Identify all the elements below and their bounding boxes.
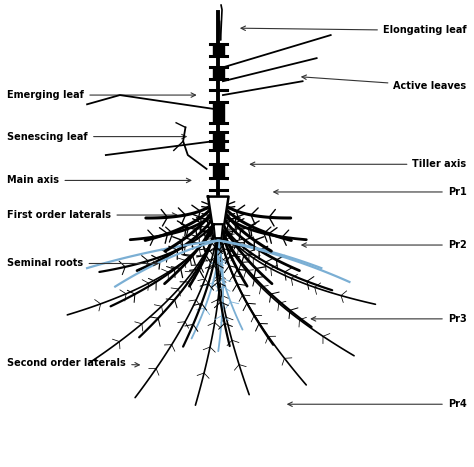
Text: First order laterals: First order laterals: [8, 210, 177, 220]
FancyBboxPatch shape: [213, 67, 224, 79]
Text: Senescing leaf: Senescing leaf: [8, 132, 186, 142]
FancyBboxPatch shape: [213, 132, 224, 150]
Text: Pr3: Pr3: [311, 314, 466, 324]
Text: Pr1: Pr1: [274, 187, 466, 197]
Text: Elongating leaf: Elongating leaf: [241, 26, 466, 35]
Text: Active leaves: Active leaves: [302, 75, 466, 91]
Polygon shape: [208, 197, 228, 224]
Text: Seminal roots: Seminal roots: [8, 259, 158, 269]
Text: Main axis: Main axis: [8, 176, 191, 185]
Text: Tiller axis: Tiller axis: [250, 159, 466, 169]
Text: Emerging leaf: Emerging leaf: [8, 90, 195, 100]
Text: Pr2: Pr2: [302, 240, 466, 250]
FancyBboxPatch shape: [213, 164, 224, 178]
FancyBboxPatch shape: [213, 44, 224, 56]
Text: Pr4: Pr4: [288, 399, 466, 409]
Text: Second order laterals: Second order laterals: [8, 358, 139, 368]
FancyBboxPatch shape: [213, 102, 224, 123]
Polygon shape: [214, 224, 223, 238]
